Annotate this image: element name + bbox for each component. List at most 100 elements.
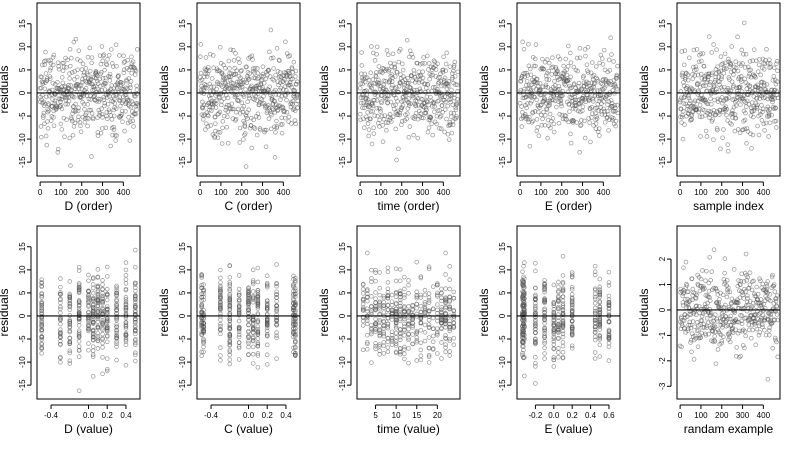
scatter-points [678,21,779,153]
residual-point [284,40,288,44]
y-axis-title: residuals [157,65,171,113]
residual-point [448,354,452,358]
residual-point [700,269,704,273]
residual-point [133,265,137,269]
residual-point [275,263,279,267]
residual-point [722,71,726,75]
residual-point [385,49,389,53]
residual-point [396,99,400,103]
residual-point [124,268,128,272]
residual-point [358,112,362,116]
residual-point [114,139,118,143]
residual-point [124,363,128,367]
residual-point [68,77,72,81]
y-tick-label: -15 [498,156,507,168]
y-tick-label: 2 [658,256,667,261]
residual-point [132,125,136,129]
residual-point [750,305,754,309]
residual-point [752,279,756,283]
residual-point [431,285,435,289]
residual-point [768,292,772,296]
residual-point [369,45,373,49]
residual-point [394,295,398,299]
residual-point [419,348,423,352]
residual-point [607,58,611,62]
residual-point [776,69,780,73]
scatter-points [678,248,779,381]
residual-point [219,312,223,316]
residual-point [256,266,260,270]
residual-point [533,355,537,359]
y-tick-label: -10 [18,133,27,145]
residual-point [74,37,78,41]
residual-point [712,43,716,47]
residual-point [87,279,91,283]
residual-point [87,348,91,352]
residual-point [394,335,398,339]
residual-point [109,48,113,52]
residual-point [554,105,558,109]
residual-point [569,61,573,65]
residual-point [204,56,208,60]
residual-point [755,285,759,289]
y-axis-title: residuals [477,288,491,336]
residual-point [213,122,217,126]
residual-point [440,306,444,310]
residual-point [115,358,119,362]
residual-point [251,352,255,356]
y-axis-title: residuals [157,288,171,336]
residual-point [56,61,60,65]
x-tick-label: 400 [437,188,451,197]
residual-point [522,261,526,265]
residual-point [607,129,611,133]
residual-point [133,73,137,77]
x-tick-label: 300 [576,188,590,197]
residual-point [101,283,105,287]
residual-point [267,117,271,121]
residual-point [415,260,419,264]
residual-point [452,336,456,340]
residual-point [378,293,382,297]
residual-point [68,308,72,312]
residual-point [736,35,740,39]
residual-point [39,125,43,129]
residual-point [219,354,223,358]
residual-point [445,117,449,121]
residual-point [607,359,611,363]
residual-point [76,68,80,72]
residual-point [684,260,688,264]
residual-point [522,264,526,268]
residual-point [774,126,778,130]
residual-point [730,80,734,84]
residual-point [726,143,730,147]
residual-point [46,127,50,131]
residual-point [374,347,378,351]
residual-point [383,114,387,118]
residual-point [443,108,447,112]
residual-point [602,48,606,52]
residual-point [287,115,291,119]
residual-point [534,43,538,47]
residual-point [370,361,374,365]
residual-point [561,344,565,348]
residual-point [440,341,444,345]
residual-point [361,348,365,352]
x-axis-title: D (order) [64,199,112,213]
y-tick-label: 5 [178,290,187,295]
residual-point [601,62,605,66]
residual-point [707,35,711,39]
residual-point [721,136,725,140]
residual-point [419,293,423,297]
residual-point [379,110,383,114]
residual-point [59,322,63,326]
residual-point [77,49,81,53]
residual-point [427,361,431,365]
x-tick-label: 100 [694,411,708,420]
residual-point [247,345,251,349]
y-axis-title: residuals [0,65,11,113]
residual-point [135,108,139,112]
residual-point [200,354,204,358]
residual-point [135,47,139,51]
residual-point [372,126,376,130]
residual-point [107,53,111,57]
